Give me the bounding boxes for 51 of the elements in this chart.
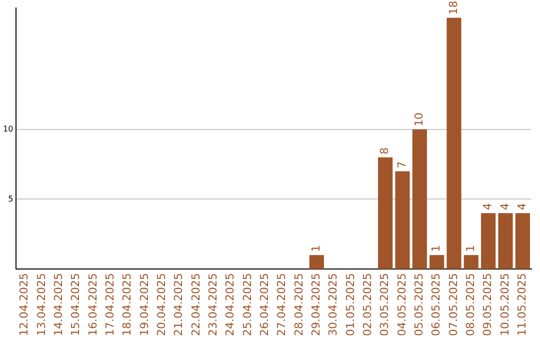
x-tick-label: 10.05.2025 (498, 273, 512, 336)
data-label: 7 (395, 161, 408, 168)
x-tick-label: 16.04.2025 (86, 273, 100, 336)
bar (378, 157, 393, 270)
data-label: 1 (464, 245, 478, 252)
bar (446, 18, 462, 270)
bar (309, 255, 324, 270)
x-tick-label: 08.05.2025 (464, 273, 478, 336)
x-tick-label: 02.05.2025 (361, 273, 374, 336)
x-tick-label: 23.04.2025 (206, 273, 220, 336)
x-tick-label: 01.05.2025 (344, 273, 357, 336)
x-tick-label: 30.04.2025 (326, 273, 340, 336)
x-tick-label: 04.05.2025 (395, 273, 408, 336)
x-tick-label: 15.04.2025 (69, 273, 82, 336)
bar (395, 171, 410, 270)
x-tick-label: 22.04.2025 (189, 273, 202, 336)
data-label: 10 (412, 112, 426, 126)
data-label: 4 (516, 203, 529, 210)
x-tick-label: 17.04.2025 (103, 273, 116, 336)
x-tick-label: 20.04.2025 (154, 273, 168, 336)
x-tick-label: 14.04.2025 (52, 273, 65, 336)
data-label: 8 (378, 147, 392, 154)
x-tick-label: 27.04.2025 (275, 273, 288, 336)
x-tick-label: 07.05.2025 (446, 273, 460, 336)
x-tick-label: 12.04.2025 (18, 273, 31, 336)
bar (515, 213, 530, 270)
data-label: 18 (446, 0, 460, 15)
data-label: 4 (498, 203, 512, 210)
data-label: 1 (309, 245, 322, 252)
x-tick-label: 11.05.2025 (516, 273, 529, 336)
bar (464, 255, 478, 270)
x-tick-label: 21.04.2025 (172, 273, 186, 336)
x-tick-label: 19.04.2025 (138, 273, 151, 336)
x-tick-label: 28.04.2025 (292, 273, 306, 336)
bar (430, 255, 444, 270)
x-tick-label: 13.04.2025 (34, 273, 48, 336)
x-tick-label: 06.05.2025 (430, 273, 443, 336)
x-tick-label: 29.04.2025 (309, 273, 322, 336)
data-label: 4 (481, 203, 494, 210)
x-tick-label: 05.05.2025 (412, 273, 426, 336)
x-tick-label: 24.04.2025 (224, 273, 237, 336)
x-tick-label: 18.04.2025 (120, 273, 134, 336)
x-tick-label: 09.05.2025 (481, 273, 494, 336)
x-tick-label: 25.04.2025 (240, 273, 254, 336)
data-label: 1 (430, 245, 443, 252)
x-tick-label: 03.05.2025 (378, 273, 392, 336)
bar (412, 129, 427, 270)
bar (498, 213, 513, 270)
bar (481, 213, 496, 270)
x-tick-label: 26.04.2025 (258, 273, 271, 336)
y-tick-label: 5 (8, 194, 14, 204)
